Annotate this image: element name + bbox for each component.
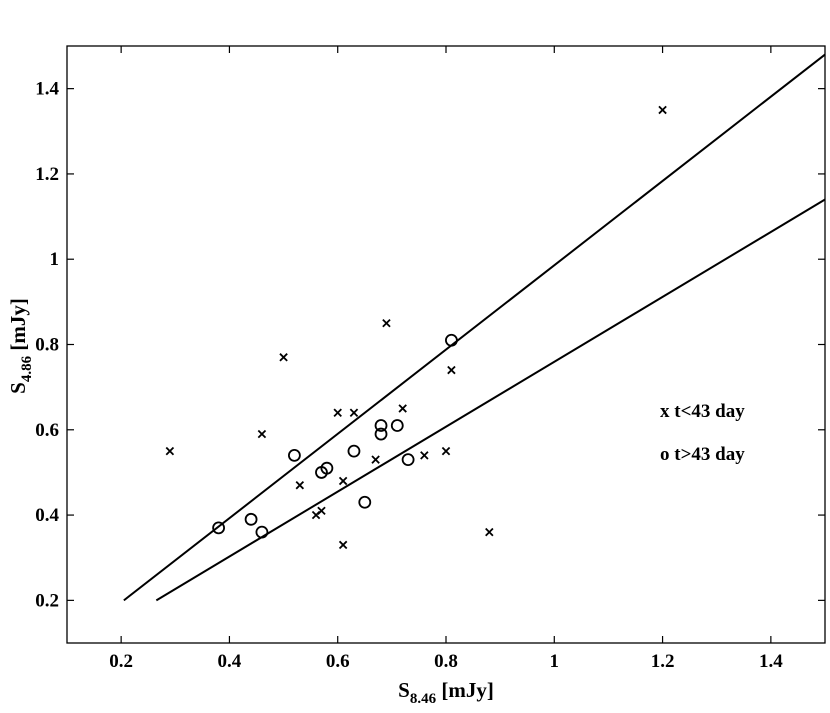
y-axis-title: S4.86 [mJy]	[6, 298, 35, 394]
data-point-o	[347, 444, 361, 458]
x-marker-stroke	[279, 353, 288, 362]
data-point-o	[320, 461, 334, 475]
data-point-x	[658, 105, 667, 115]
data-point-x	[349, 408, 359, 417]
data-point-o	[374, 419, 388, 432]
data-point-x	[338, 476, 348, 486]
data-point-x	[338, 540, 348, 550]
x-marker-stroke	[420, 451, 429, 460]
x-marker-stroke	[333, 408, 342, 417]
plot-frame	[66, 45, 826, 644]
x-tick-label: 0.4	[218, 651, 242, 672]
x-marker-stroke	[349, 408, 359, 417]
data-point-x	[371, 455, 380, 464]
x-tick-label: 1.2	[651, 651, 675, 672]
data-point-o	[358, 495, 372, 509]
x-tick-label: 1	[550, 651, 560, 672]
x-axis-title: S8.46 [mJy]	[398, 678, 494, 707]
x-tick-label: 1.4	[759, 651, 783, 672]
data-point-x	[165, 446, 175, 456]
data-point-x	[382, 318, 391, 328]
data-point-x	[447, 365, 456, 375]
data-point-o	[255, 525, 269, 539]
data-point-o	[287, 448, 301, 462]
x-marker-stroke	[447, 365, 456, 375]
data-point-x	[279, 353, 288, 362]
y-tick-label: 0.6	[35, 420, 59, 441]
x-marker-stroke	[257, 429, 267, 439]
data-point-x	[317, 506, 326, 516]
y-tick-label: 0.8	[35, 335, 59, 356]
x-marker-stroke	[371, 455, 380, 464]
y-tick-label: 1.2	[35, 164, 59, 185]
x-tick-label: 0.8	[434, 651, 458, 672]
x-marker-stroke	[485, 527, 494, 537]
fit-line-2	[155, 198, 826, 602]
y-tick-label: 1.4	[35, 79, 59, 100]
data-point-x	[420, 451, 429, 460]
fit-line-1	[123, 53, 826, 602]
x-marker-stroke	[295, 480, 305, 490]
data-point-x	[257, 429, 267, 439]
x-marker-stroke	[317, 506, 326, 516]
y-tick-label: 0.4	[35, 505, 59, 526]
x-marker-stroke	[441, 446, 451, 456]
x-marker-stroke	[338, 476, 348, 486]
data-point-x	[333, 408, 342, 417]
x-marker-stroke	[398, 404, 407, 413]
y-axis: 0.2 0.4 0.6 0.8 1 1.2 1.4	[35, 79, 825, 611]
y-tick-label: 0.2	[35, 590, 59, 611]
data-point-o	[244, 512, 258, 526]
data-point-x	[398, 404, 407, 413]
data-point-o	[390, 419, 404, 432]
data-point-o	[445, 333, 458, 347]
x-tick-label: 0.6	[326, 651, 350, 672]
x-axis: 0.2 0.4 0.6 0.8 1 1.2 1.4	[109, 46, 783, 672]
data-point-x	[441, 446, 451, 456]
x-tick-label: 0.2	[109, 651, 133, 672]
y-tick-label: 1	[50, 249, 60, 270]
data-point-x	[295, 480, 305, 490]
data-point-o	[212, 521, 226, 535]
data-point-o	[374, 427, 388, 441]
x-marker-stroke	[165, 446, 175, 456]
legend-entry-o: o t>43 day	[660, 444, 745, 465]
data-point-o	[401, 453, 415, 467]
x-marker-stroke	[658, 105, 667, 115]
data-point-x	[485, 527, 494, 537]
fit-lines	[123, 53, 826, 602]
x-marker-stroke	[338, 540, 348, 550]
x-marker-stroke	[382, 318, 391, 328]
data-points	[165, 105, 667, 550]
legend-entry-x: x t<43 day	[660, 401, 745, 422]
